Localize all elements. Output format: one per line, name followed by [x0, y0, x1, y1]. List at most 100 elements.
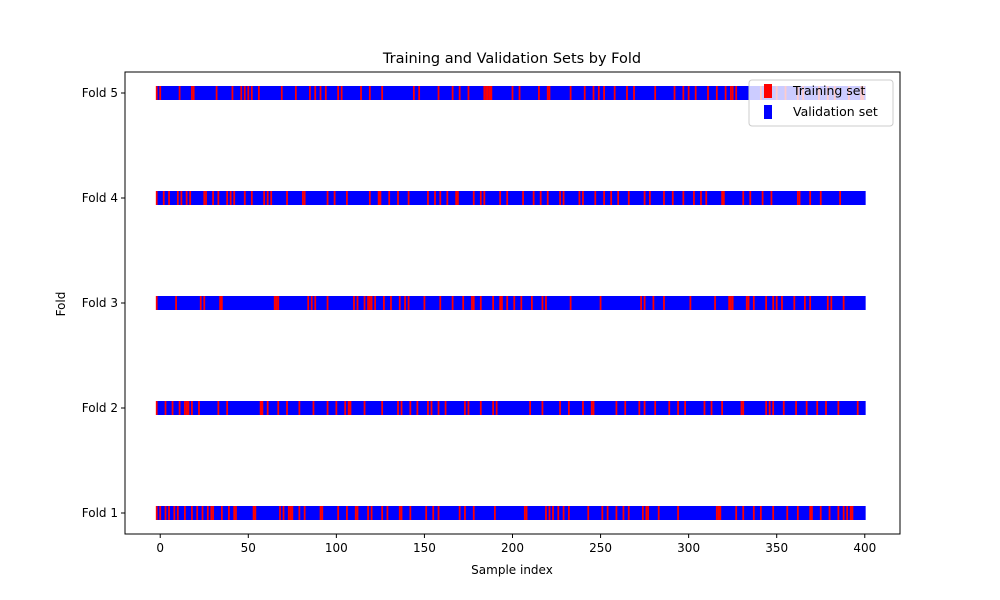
training-sample-mark: [640, 296, 642, 310]
training-sample-mark: [731, 86, 734, 100]
training-sample-mark: [418, 86, 421, 100]
training-sample-mark: [645, 506, 648, 520]
training-sample-mark: [594, 191, 597, 205]
training-sample-mark: [795, 401, 797, 415]
fold-row: [155, 506, 866, 520]
training-sample-mark: [828, 506, 831, 520]
training-sample-mark: [220, 506, 223, 520]
training-sample-mark: [335, 401, 338, 415]
training-sample-mark: [312, 401, 315, 415]
training-sample-mark: [603, 86, 605, 100]
training-sample-mark: [363, 401, 366, 415]
training-sample-mark: [597, 86, 600, 100]
training-sample-mark: [793, 296, 796, 310]
training-sample-mark: [627, 191, 630, 205]
training-sample-mark: [583, 86, 586, 100]
training-sample-mark: [851, 506, 854, 520]
training-sample-mark: [270, 191, 273, 205]
training-sample-mark: [398, 506, 401, 520]
training-sample-mark: [159, 86, 162, 100]
training-sample-mark: [273, 296, 276, 310]
training-sample-mark: [439, 296, 442, 310]
training-sample-mark: [215, 86, 218, 100]
training-sample-mark: [479, 296, 482, 310]
fold-row: [155, 86, 866, 100]
training-sample-mark: [541, 401, 544, 415]
training-sample-mark: [590, 401, 593, 415]
training-sample-mark: [759, 506, 762, 520]
training-sample-mark: [641, 506, 644, 520]
legend-swatch-training: [764, 84, 772, 98]
training-sample-mark: [368, 191, 371, 205]
training-sample-mark: [233, 506, 236, 520]
training-sample-mark: [615, 506, 618, 520]
training-sample-mark: [226, 191, 229, 205]
training-sample-mark: [745, 296, 748, 310]
training-sample-mark: [749, 191, 752, 205]
training-sample-mark: [837, 401, 840, 415]
training-sample-mark: [363, 296, 366, 310]
training-sample-mark: [212, 191, 214, 205]
training-sample-mark: [178, 401, 181, 415]
training-sample-mark: [839, 191, 841, 205]
training-sample-mark: [490, 86, 493, 100]
training-sample-mark: [499, 296, 502, 310]
training-sample-mark: [643, 401, 646, 415]
training-sample-mark: [518, 86, 521, 100]
training-sample-mark: [513, 296, 516, 310]
training-sample-mark: [506, 191, 509, 205]
x-tick-label: 250: [589, 541, 612, 555]
training-sample-mark: [638, 401, 641, 415]
training-sample-mark: [548, 86, 551, 100]
training-sample-mark: [162, 191, 165, 205]
training-sample-mark: [546, 86, 549, 100]
training-sample-mark: [761, 191, 764, 205]
training-sample-mark: [804, 296, 806, 310]
training-sample-mark: [298, 506, 301, 520]
training-sample-mark: [220, 296, 223, 310]
training-sample-mark: [451, 296, 454, 310]
y-tick-label: Fold 4: [82, 191, 118, 205]
training-sample-mark: [280, 86, 283, 100]
training-sample-mark: [319, 86, 322, 100]
training-sample-mark: [617, 191, 620, 205]
training-sample-mark: [483, 191, 486, 205]
training-sample-mark: [796, 506, 799, 520]
training-sample-mark: [217, 401, 220, 415]
training-sample-mark: [383, 296, 385, 310]
training-sample-mark: [266, 401, 269, 415]
training-sample-mark: [266, 191, 269, 205]
training-sample-mark: [243, 86, 246, 100]
training-sample-mark: [816, 401, 819, 415]
training-sample-mark: [155, 86, 158, 100]
training-sample-mark: [259, 401, 262, 415]
training-sample-mark: [782, 401, 785, 415]
training-sample-mark: [486, 86, 489, 100]
training-sample-mark: [368, 296, 371, 310]
training-sample-mark: [367, 506, 369, 520]
training-sample-mark: [522, 191, 524, 205]
training-sample-mark: [710, 401, 713, 415]
training-sample-mark: [722, 191, 725, 205]
validation-bar: [156, 191, 866, 205]
training-sample-mark: [569, 296, 572, 310]
training-sample-mark: [599, 296, 602, 310]
training-sample-mark: [707, 86, 709, 100]
training-sample-mark: [155, 191, 158, 205]
training-sample-mark: [492, 296, 495, 310]
training-sample-mark: [412, 86, 415, 100]
training-sample-mark: [765, 401, 768, 415]
training-sample-mark: [427, 191, 429, 205]
y-tick-label: Fold 5: [82, 86, 118, 100]
training-sample-mark: [168, 506, 170, 520]
training-sample-mark: [226, 401, 229, 415]
training-sample-mark: [346, 191, 348, 205]
training-sample-mark: [856, 401, 859, 415]
training-sample-mark: [263, 191, 266, 205]
training-sample-mark: [231, 86, 234, 100]
training-sample-mark: [398, 296, 401, 310]
training-sample-mark: [677, 506, 679, 520]
training-sample-mark: [326, 191, 329, 205]
training-sample-mark: [615, 401, 618, 415]
training-sample-mark: [627, 506, 630, 520]
